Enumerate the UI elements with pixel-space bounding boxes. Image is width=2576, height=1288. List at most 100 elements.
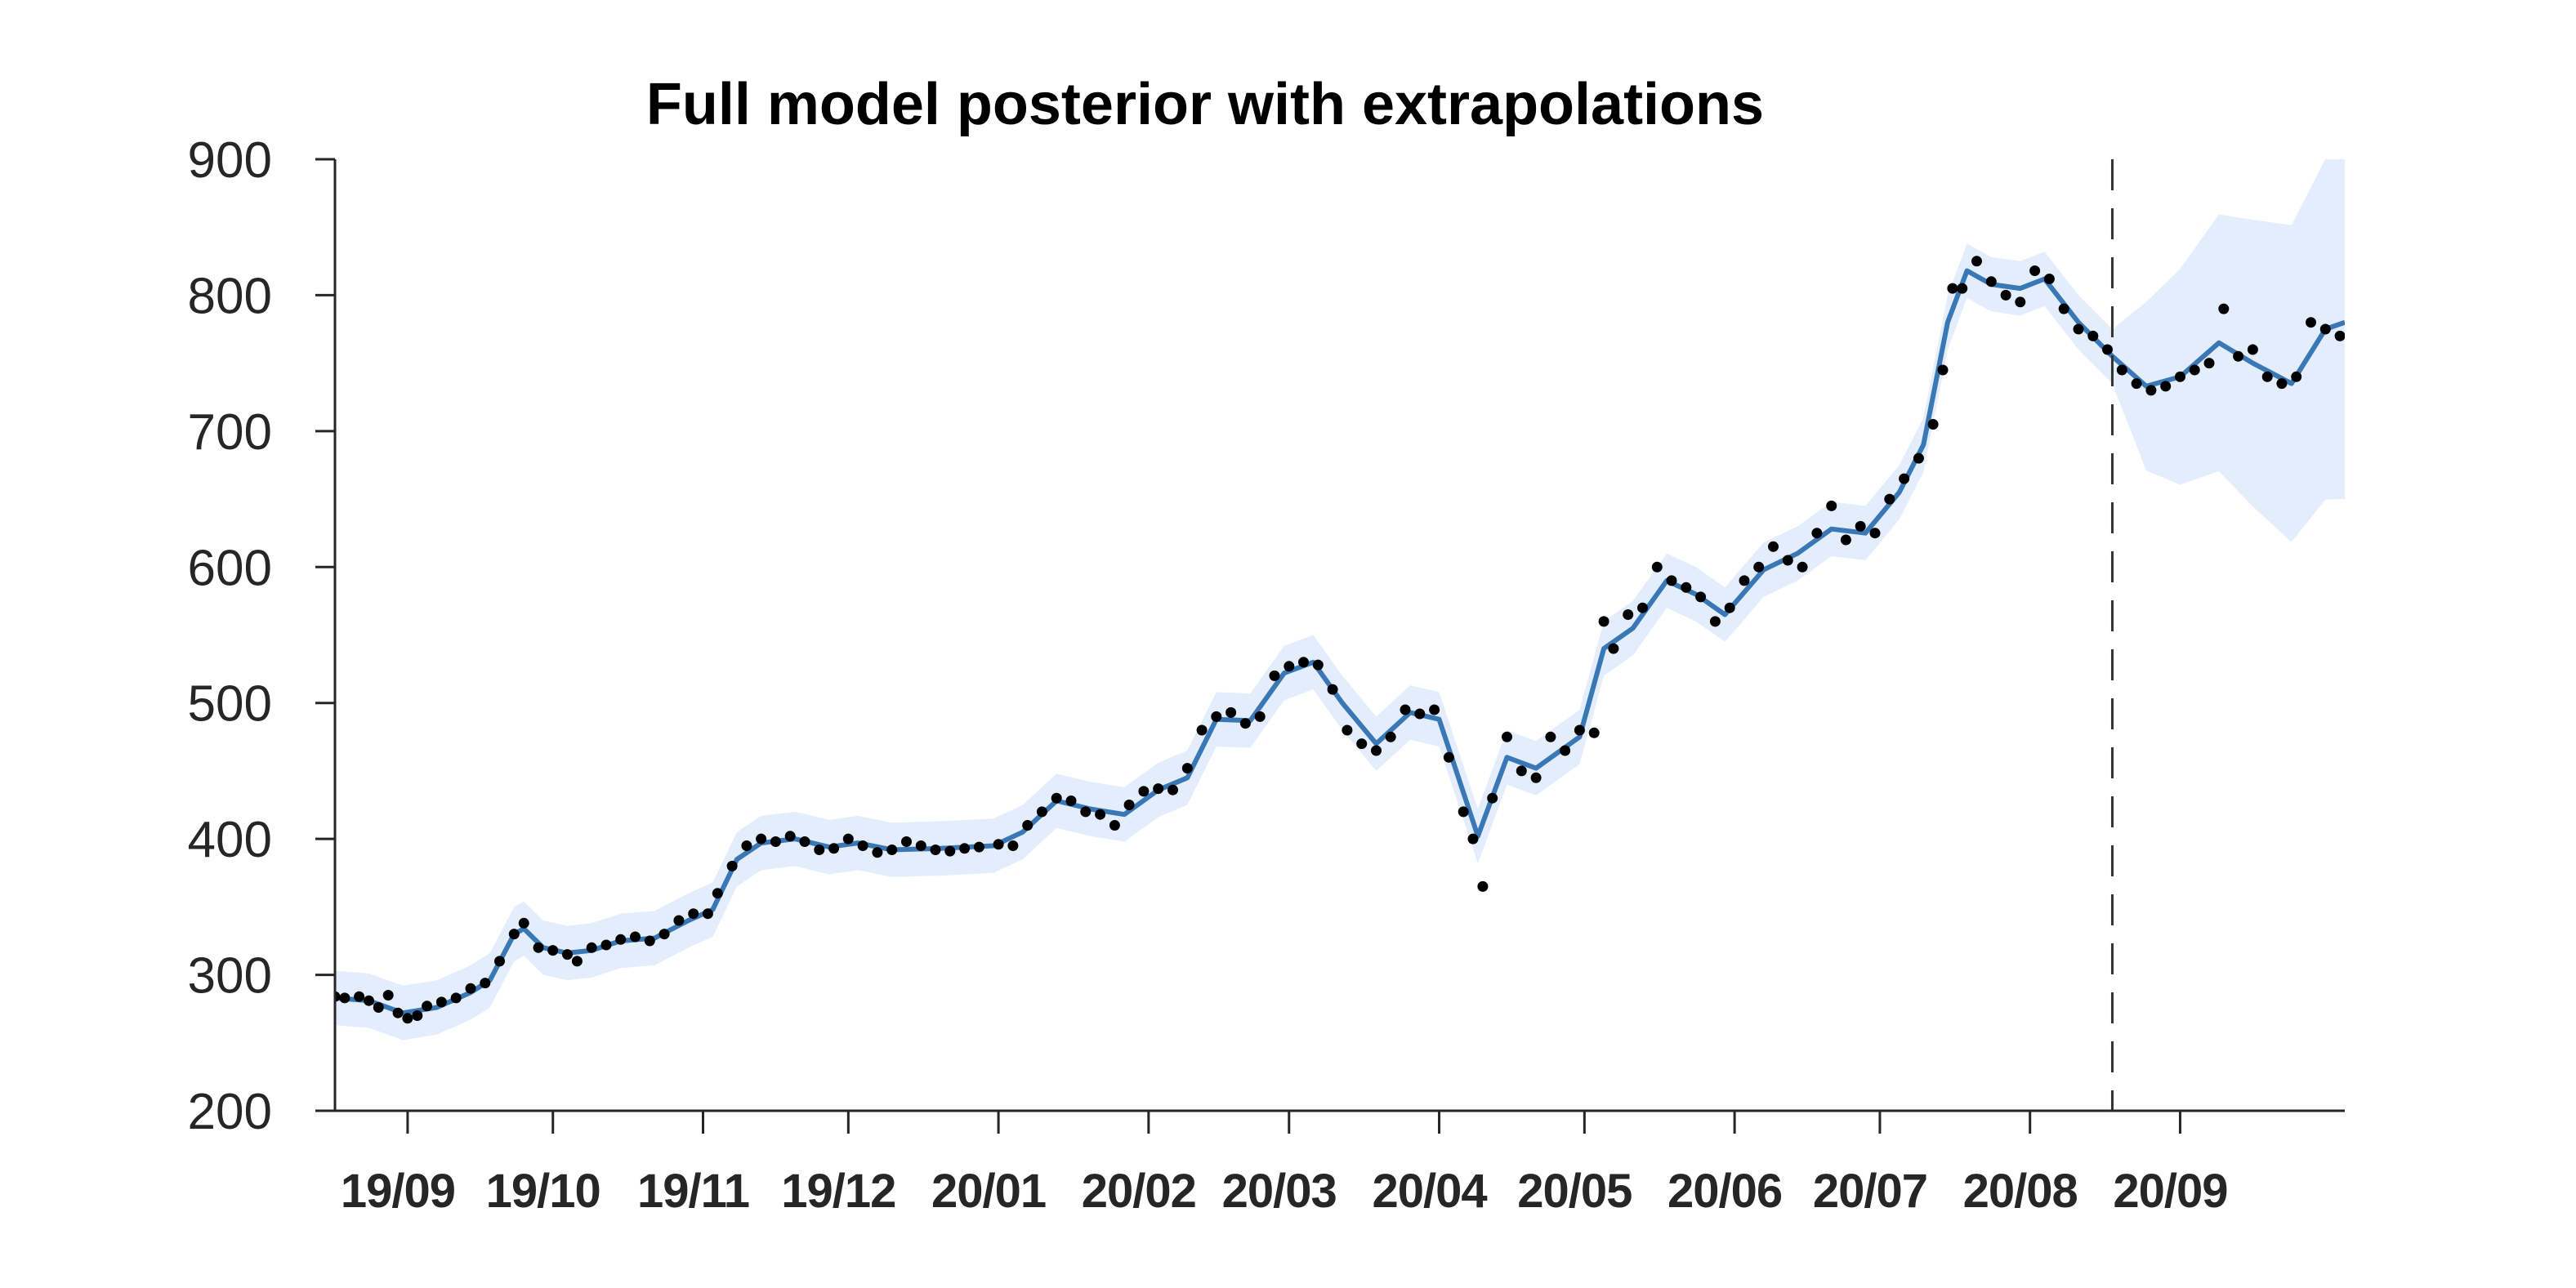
observation-point bbox=[518, 917, 529, 929]
observation-point bbox=[1123, 800, 1135, 810]
observation-point bbox=[1284, 661, 1295, 672]
observation-point bbox=[2145, 385, 2157, 396]
observation-point bbox=[1477, 880, 1489, 892]
y-tick-label: 700 bbox=[188, 404, 272, 461]
observation-point bbox=[2116, 364, 2127, 376]
observation-point bbox=[915, 840, 926, 851]
y-tick-label: 600 bbox=[188, 540, 272, 596]
observation-point bbox=[1753, 561, 1765, 573]
observation-point bbox=[354, 991, 365, 1002]
observation-point bbox=[1153, 783, 1164, 795]
plot-area bbox=[335, 159, 2345, 1111]
observation-point bbox=[930, 845, 941, 855]
observation-point bbox=[1467, 833, 1479, 845]
y-tick-label: 500 bbox=[188, 676, 272, 733]
observation-point bbox=[1080, 806, 1092, 818]
observation-point bbox=[1709, 616, 1721, 627]
observation-point bbox=[644, 935, 655, 947]
observation-point bbox=[857, 840, 868, 851]
observation-point bbox=[2233, 350, 2244, 362]
observation-point bbox=[1826, 500, 1837, 511]
observation-point bbox=[533, 942, 544, 953]
observation-point bbox=[1371, 745, 1382, 756]
observation-point bbox=[784, 831, 796, 842]
observation-point bbox=[1487, 792, 1498, 804]
observation-point bbox=[1502, 731, 1512, 742]
observation-point bbox=[630, 931, 641, 943]
observation-point bbox=[1666, 575, 1677, 586]
observation-point bbox=[1007, 840, 1019, 851]
observation-point bbox=[1811, 528, 1823, 539]
observation-point bbox=[2276, 378, 2288, 390]
observation-point bbox=[562, 949, 573, 960]
y-axis: 200 300 400 500 600 700 800 900 bbox=[188, 132, 337, 1140]
observation-point bbox=[944, 845, 956, 857]
observation-point bbox=[392, 1007, 404, 1018]
uncertainty-band bbox=[335, 159, 2345, 1041]
observation-point bbox=[2291, 371, 2302, 382]
observation-point bbox=[1254, 711, 1266, 722]
observation-point bbox=[465, 983, 476, 994]
observation-point bbox=[1530, 772, 1542, 783]
observation-point bbox=[2102, 344, 2113, 355]
observation-point bbox=[1342, 724, 1353, 736]
observation-point bbox=[2131, 378, 2142, 390]
x-tick-label: 20/06 bbox=[1667, 1165, 1782, 1218]
observation-point bbox=[2029, 265, 2041, 276]
observation-point bbox=[1768, 541, 1779, 552]
observation-point bbox=[364, 995, 374, 1006]
observation-point bbox=[1869, 528, 1881, 539]
observation-point bbox=[688, 908, 699, 920]
observation-point bbox=[756, 833, 767, 845]
observation-point bbox=[814, 845, 825, 855]
observation-point bbox=[1109, 820, 1120, 831]
observation-point bbox=[973, 841, 984, 853]
observation-point bbox=[673, 915, 685, 926]
observation-point bbox=[1458, 806, 1469, 818]
observation-point bbox=[1414, 708, 1426, 720]
observation-point bbox=[2306, 317, 2316, 328]
chart-title: Full model posterior with extrapolations bbox=[646, 72, 1764, 137]
observation-point bbox=[770, 836, 781, 847]
observation-point bbox=[1782, 555, 1793, 566]
observation-point bbox=[494, 956, 505, 967]
observation-point bbox=[1623, 609, 1634, 620]
observation-point bbox=[1196, 724, 1208, 736]
y-tick-label: 900 bbox=[188, 132, 272, 189]
observation-point bbox=[402, 1013, 413, 1024]
y-tick-label: 200 bbox=[188, 1084, 272, 1140]
observation-point bbox=[586, 942, 597, 953]
observation-point bbox=[1937, 364, 1949, 376]
observation-point bbox=[1516, 765, 1527, 777]
x-tick-label: 19/11 bbox=[637, 1165, 749, 1218]
observation-point bbox=[1957, 283, 1968, 294]
observation-point bbox=[872, 847, 883, 858]
observation-point bbox=[1637, 602, 1648, 613]
observation-point bbox=[702, 908, 713, 920]
observation-point bbox=[1840, 534, 1851, 546]
observation-point bbox=[2043, 274, 2055, 284]
observation-point bbox=[1022, 820, 1034, 831]
observation-point bbox=[1947, 283, 1958, 294]
observation-point bbox=[1095, 809, 1106, 820]
observation-point bbox=[2058, 303, 2069, 314]
observation-point bbox=[1985, 276, 1997, 287]
x-tick-label: 20/05 bbox=[1517, 1165, 1632, 1218]
x-tick-label: 20/04 bbox=[1372, 1165, 1487, 1218]
observation-point bbox=[1899, 473, 1910, 484]
observation-point bbox=[1913, 452, 1924, 464]
observation-point bbox=[993, 839, 1004, 850]
observation-point bbox=[712, 888, 723, 899]
observation-point bbox=[1429, 704, 1440, 715]
observation-point bbox=[335, 991, 341, 1002]
observation-point bbox=[799, 836, 810, 847]
observation-point bbox=[1598, 616, 1609, 627]
observation-point bbox=[1298, 657, 1309, 668]
observation-point bbox=[741, 840, 752, 851]
observation-point bbox=[2073, 323, 2084, 335]
observation-point bbox=[1884, 493, 1895, 505]
observation-point bbox=[959, 843, 971, 854]
x-tick-label: 20/07 bbox=[1813, 1165, 1927, 1218]
observation-point bbox=[2087, 330, 2099, 341]
